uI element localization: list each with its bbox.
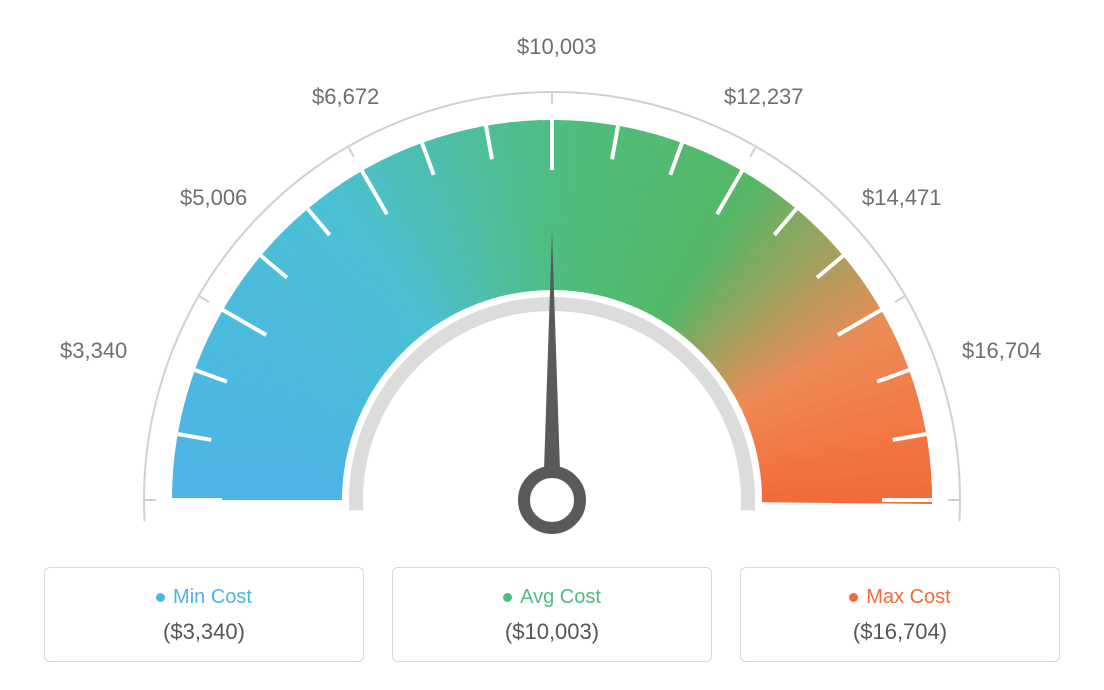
legend-card: Avg Cost ($10,003)	[392, 567, 712, 662]
gauge-outer-tick	[750, 148, 756, 158]
legend-title: Avg Cost	[503, 586, 601, 609]
legend-row: Min Cost ($3,340) Avg Cost ($10,003) Max Cos…	[44, 567, 1060, 662]
gauge-tick-label: $14,471	[862, 185, 942, 211]
gauge-tick-label: $10,003	[517, 34, 597, 60]
gauge-tick-label: $6,672	[312, 84, 379, 110]
legend-dot-icon	[849, 593, 858, 602]
legend-label: Min Cost	[173, 586, 252, 609]
gauge-tick-label: $3,340	[60, 338, 127, 364]
legend-title: Min Cost	[156, 586, 252, 609]
legend-value: ($16,704)	[751, 619, 1049, 645]
gauge-outer-tick	[349, 148, 355, 158]
gauge-tick-label: $5,006	[180, 185, 247, 211]
legend-dot-icon	[156, 593, 165, 602]
gauge-chart: $3,340$5,006$6,672$10,003$12,237$14,471$…	[52, 40, 1052, 540]
legend-value: ($3,340)	[55, 619, 353, 645]
legend-card: Max Cost ($16,704)	[740, 567, 1060, 662]
legend-card: Min Cost ($3,340)	[44, 567, 364, 662]
gauge-needle-hub	[524, 472, 580, 528]
legend-label: Max Cost	[866, 586, 950, 609]
legend-dot-icon	[503, 593, 512, 602]
gauge-svg	[52, 40, 1052, 560]
gauge-outer-tick	[895, 297, 905, 303]
legend-value: ($10,003)	[403, 619, 701, 645]
legend-title: Max Cost	[849, 586, 950, 609]
legend-label: Avg Cost	[520, 586, 601, 609]
gauge-outer-tick	[200, 297, 210, 303]
gauge-tick-label: $12,237	[724, 84, 804, 110]
gauge-tick-label: $16,704	[962, 338, 1042, 364]
